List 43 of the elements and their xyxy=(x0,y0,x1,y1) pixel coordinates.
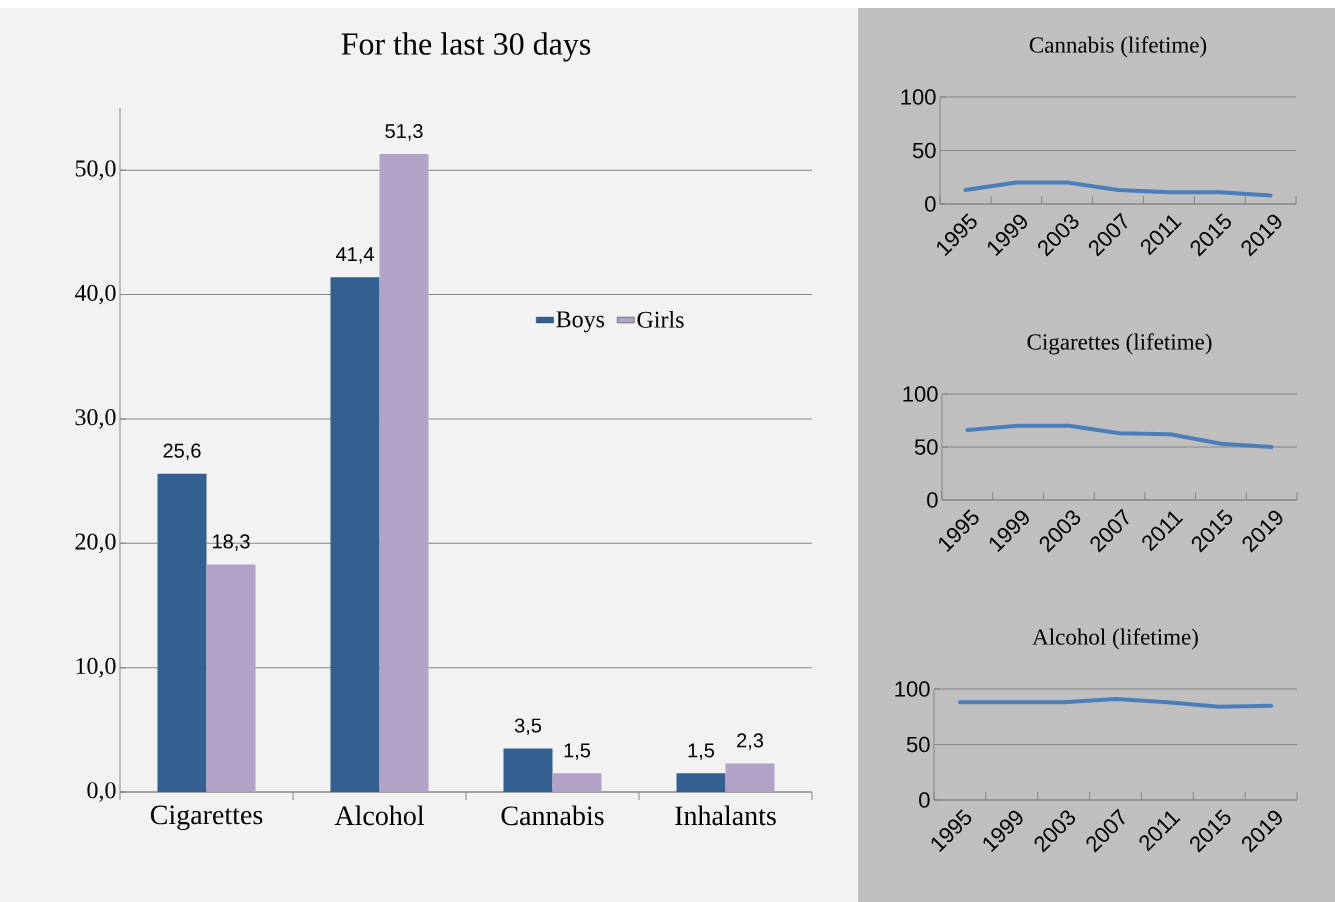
bar xyxy=(503,748,553,792)
y-tick-label: 100 xyxy=(901,89,936,105)
chart-title: Cannabis (lifetime) xyxy=(1029,36,1207,58)
chart-title: Alcohol (lifetime) xyxy=(1032,628,1198,650)
y-tick-label: 50,0 xyxy=(75,160,116,180)
bar xyxy=(379,154,429,792)
y-tick-label: 50 xyxy=(912,142,936,159)
y-tick-label: 100 xyxy=(903,386,938,402)
bar xyxy=(552,773,602,792)
chart-title: Cigarettes (lifetime) xyxy=(1027,333,1212,355)
x-tick-label: Cannabis xyxy=(501,805,604,826)
y-tick-label: 0 xyxy=(925,196,936,212)
y-tick-label: 50 xyxy=(906,736,930,753)
y-tick-label: 30,0 xyxy=(75,409,116,429)
y-tick-label: 50 xyxy=(914,439,938,455)
y-tick-label: 0 xyxy=(927,492,938,508)
data-label: 51,3 xyxy=(385,123,423,141)
y-tick-label: 100 xyxy=(895,681,930,697)
y-tick-label: 0,0 xyxy=(87,782,116,802)
y-tick-label: 20,0 xyxy=(75,533,116,554)
bar xyxy=(330,277,380,792)
bar xyxy=(676,773,726,792)
y-tick-label: 0 xyxy=(919,792,930,808)
y-tick-label: 40,0 xyxy=(74,284,116,305)
x-tick-label: Cigarettes xyxy=(150,805,263,831)
data-label: 18,3 xyxy=(213,534,250,551)
bar xyxy=(725,763,775,792)
data-label: 41,4 xyxy=(336,247,374,264)
data-label: 1,5 xyxy=(688,743,715,760)
data-label: 1,5 xyxy=(564,743,591,760)
bar xyxy=(157,473,207,792)
data-label: 3,5 xyxy=(514,718,542,735)
bar xyxy=(206,564,256,792)
data-label: 25,6 xyxy=(163,443,201,461)
legend-label: Boys xyxy=(556,311,605,333)
y-tick-label: 10,0 xyxy=(76,657,116,678)
chart-title: For the last 30 days xyxy=(341,32,591,62)
x-tick-label: Inhalants xyxy=(675,805,776,826)
line-series xyxy=(965,423,1274,449)
line-series xyxy=(963,180,1273,198)
legend-label: Girls xyxy=(637,310,684,328)
x-tick-label: Alcohol xyxy=(334,805,425,826)
data-label: 2,3 xyxy=(737,733,764,750)
